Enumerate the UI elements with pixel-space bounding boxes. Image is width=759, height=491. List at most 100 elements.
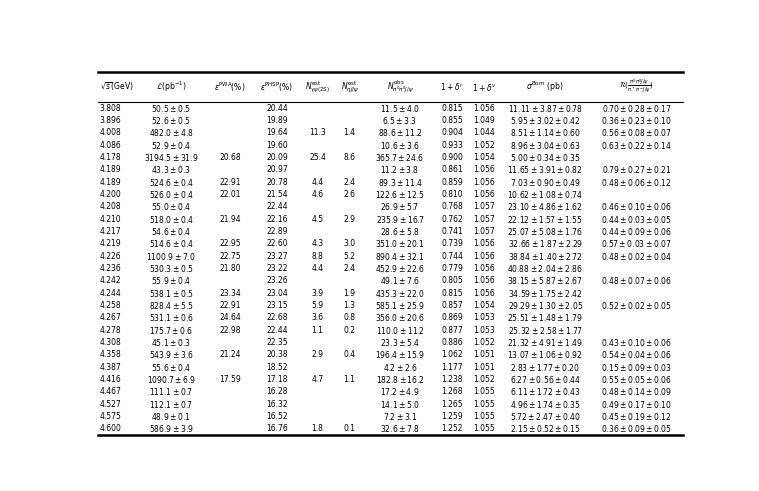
Text: 0.933: 0.933 <box>442 140 463 150</box>
Text: 4.189: 4.189 <box>99 178 121 187</box>
Text: 0.2: 0.2 <box>344 326 356 335</box>
Text: $0.48 \pm 0.14 \pm 0.09$: $0.48 \pm 0.14 \pm 0.09$ <box>601 386 672 397</box>
Text: 16.32: 16.32 <box>266 400 288 409</box>
Text: $0.44 \pm 0.03 \pm 0.05$: $0.44 \pm 0.03 \pm 0.05$ <box>601 214 672 225</box>
Text: 4.217: 4.217 <box>99 227 121 236</box>
Text: $531.1 \pm 0.6$: $531.1 \pm 0.6$ <box>149 312 194 324</box>
Text: 4.527: 4.527 <box>99 400 121 409</box>
Text: 3.0: 3.0 <box>344 239 356 248</box>
Text: $N^{\mathrm{est}}_{\eta J/\psi}$: $N^{\mathrm{est}}_{\eta J/\psi}$ <box>341 79 359 95</box>
Text: 4.189: 4.189 <box>99 165 121 174</box>
Text: $\sigma^{\mathrm{Born}}$ (pb): $\sigma^{\mathrm{Born}}$ (pb) <box>527 80 564 94</box>
Text: $4.96 \pm 1.74 \pm 0.35$: $4.96 \pm 1.74 \pm 0.35$ <box>510 399 581 410</box>
Text: 4.387: 4.387 <box>99 363 121 372</box>
Text: 1.265: 1.265 <box>442 400 463 409</box>
Text: 1.238: 1.238 <box>442 375 463 384</box>
Text: 0.8: 0.8 <box>344 313 356 323</box>
Text: $0.70 \pm 0.28 \pm 0.17$: $0.70 \pm 0.28 \pm 0.17$ <box>602 103 672 113</box>
Text: $55.9 \pm 0.4$: $55.9 \pm 0.4$ <box>151 275 191 286</box>
Text: 21.94: 21.94 <box>219 215 241 223</box>
Text: 23.26: 23.26 <box>266 276 288 285</box>
Text: $0.54 \pm 0.04 \pm 0.06$: $0.54 \pm 0.04 \pm 0.06$ <box>601 350 672 360</box>
Text: $524.6 \pm 0.4$: $524.6 \pm 0.4$ <box>149 177 194 188</box>
Text: 22.75: 22.75 <box>219 252 241 261</box>
Text: 23.34: 23.34 <box>219 289 241 298</box>
Text: $8.96 \pm 3.04 \pm 0.63$: $8.96 \pm 3.04 \pm 0.63$ <box>509 139 581 151</box>
Text: 4.416: 4.416 <box>99 375 121 384</box>
Text: $0.36 \pm 0.23 \pm 0.10$: $0.36 \pm 0.23 \pm 0.10$ <box>601 115 672 126</box>
Text: 1.9: 1.9 <box>344 289 356 298</box>
Text: 5.9: 5.9 <box>311 301 323 310</box>
Text: 22.95: 22.95 <box>219 239 241 248</box>
Text: $21.32 \pm 4.91 \pm 1.49$: $21.32 \pm 4.91 \pm 1.49$ <box>507 337 583 348</box>
Text: 4.4: 4.4 <box>311 264 323 273</box>
Text: $52.6 \pm 0.5$: $52.6 \pm 0.5$ <box>151 115 191 126</box>
Text: 1.057: 1.057 <box>474 202 495 211</box>
Text: 23.27: 23.27 <box>266 252 288 261</box>
Text: 0.768: 0.768 <box>442 202 463 211</box>
Text: 0.859: 0.859 <box>442 178 463 187</box>
Text: $538.1 \pm 0.5$: $538.1 \pm 0.5$ <box>149 288 194 299</box>
Text: $1100.9 \pm 7.0$: $1100.9 \pm 7.0$ <box>146 251 196 262</box>
Text: 1.056: 1.056 <box>474 252 495 261</box>
Text: 1.252: 1.252 <box>442 424 463 434</box>
Text: $89.3 \pm 11.4$: $89.3 \pm 11.4$ <box>377 177 423 188</box>
Text: $2.15 \pm 0.52 \pm 0.15$: $2.15 \pm 0.52 \pm 0.15$ <box>509 423 581 435</box>
Text: 4.600: 4.600 <box>99 424 121 434</box>
Text: $585.1 \pm 25.9$: $585.1 \pm 25.9$ <box>375 300 425 311</box>
Text: 11.3: 11.3 <box>309 128 326 137</box>
Text: $356.0 \pm 20.6$: $356.0 \pm 20.6$ <box>375 312 425 324</box>
Text: $7.03 \pm 0.90 \pm 0.49$: $7.03 \pm 0.90 \pm 0.49$ <box>509 177 581 188</box>
Text: $55.0 \pm 0.4$: $55.0 \pm 0.4$ <box>151 201 191 212</box>
Text: $54.6 \pm 0.4$: $54.6 \pm 0.4$ <box>151 226 191 237</box>
Text: 1.055: 1.055 <box>474 387 495 396</box>
Text: $38.84 \pm 1.40 \pm 2.72$: $38.84 \pm 1.40 \pm 2.72$ <box>508 251 583 262</box>
Text: 22.44: 22.44 <box>266 202 288 211</box>
Text: $0.79 \pm 0.27 \pm 0.21$: $0.79 \pm 0.27 \pm 0.21$ <box>602 164 672 175</box>
Text: 22.89: 22.89 <box>266 227 288 236</box>
Text: $0.44 \pm 0.09 \pm 0.06$: $0.44 \pm 0.09 \pm 0.06$ <box>601 226 672 237</box>
Text: 21.24: 21.24 <box>219 351 241 359</box>
Text: $38.15 \pm 5.87 \pm 2.67$: $38.15 \pm 5.87 \pm 2.67$ <box>507 275 583 286</box>
Text: 20.68: 20.68 <box>219 153 241 162</box>
Text: 23.04: 23.04 <box>266 289 288 298</box>
Text: $0.63 \pm 0.22 \pm 0.14$: $0.63 \pm 0.22 \pm 0.14$ <box>601 139 672 151</box>
Text: 1.051: 1.051 <box>474 363 495 372</box>
Text: $482.0 \pm 4.8$: $482.0 \pm 4.8$ <box>149 127 194 138</box>
Text: $34.59 \pm 1.75 \pm 2.42$: $34.59 \pm 1.75 \pm 2.42$ <box>508 288 582 299</box>
Text: $0.55 \pm 0.05 \pm 0.06$: $0.55 \pm 0.05 \pm 0.06$ <box>601 374 672 385</box>
Text: 0.861: 0.861 <box>442 165 463 174</box>
Text: 1.268: 1.268 <box>442 387 463 396</box>
Text: $0.57 \pm 0.03 \pm 0.07$: $0.57 \pm 0.03 \pm 0.07$ <box>601 238 672 249</box>
Text: 0.857: 0.857 <box>442 301 463 310</box>
Text: 4.7: 4.7 <box>311 375 323 384</box>
Text: 1.054: 1.054 <box>474 301 495 310</box>
Text: 22.91: 22.91 <box>219 178 241 187</box>
Text: $50.5 \pm 0.5$: $50.5 \pm 0.5$ <box>151 103 191 113</box>
Text: 1.055: 1.055 <box>474 400 495 409</box>
Text: $112.1 \pm 0.7$: $112.1 \pm 0.7$ <box>149 399 193 410</box>
Text: $514.6 \pm 0.4$: $514.6 \pm 0.4$ <box>149 238 194 249</box>
Text: 4.210: 4.210 <box>99 215 121 223</box>
Text: $11.65 \pm 3.91 \pm 0.82$: $11.65 \pm 3.91 \pm 0.82$ <box>508 164 583 175</box>
Text: 4.267: 4.267 <box>99 313 121 323</box>
Text: 1.052: 1.052 <box>474 375 495 384</box>
Text: 1.056: 1.056 <box>474 104 495 112</box>
Text: $890.4 \pm 32.1$: $890.4 \pm 32.1$ <box>375 251 425 262</box>
Text: 1.053: 1.053 <box>474 326 495 335</box>
Text: $11.2 \pm 3.8$: $11.2 \pm 3.8$ <box>380 164 420 175</box>
Text: 0.877: 0.877 <box>442 326 463 335</box>
Text: 4.008: 4.008 <box>99 128 121 137</box>
Text: 4.358: 4.358 <box>99 351 121 359</box>
Text: $5.95 \pm 3.02 \pm 0.42$: $5.95 \pm 3.02 \pm 0.42$ <box>510 115 581 126</box>
Text: 4.226: 4.226 <box>99 252 121 261</box>
Text: 1.062: 1.062 <box>442 351 463 359</box>
Text: 0.869: 0.869 <box>442 313 463 323</box>
Text: 4.308: 4.308 <box>99 338 121 347</box>
Text: $6.11 \pm 1.72 \pm 0.43$: $6.11 \pm 1.72 \pm 0.43$ <box>510 386 581 397</box>
Text: 23.22: 23.22 <box>266 264 288 273</box>
Text: $122.6 \pm 12.5$: $122.6 \pm 12.5$ <box>375 189 425 200</box>
Text: 22.68: 22.68 <box>266 313 288 323</box>
Text: 1.052: 1.052 <box>474 140 495 150</box>
Text: $\varepsilon^{\mathrm{PHSP}}$(%): $\varepsilon^{\mathrm{PHSP}}$(%) <box>260 81 294 94</box>
